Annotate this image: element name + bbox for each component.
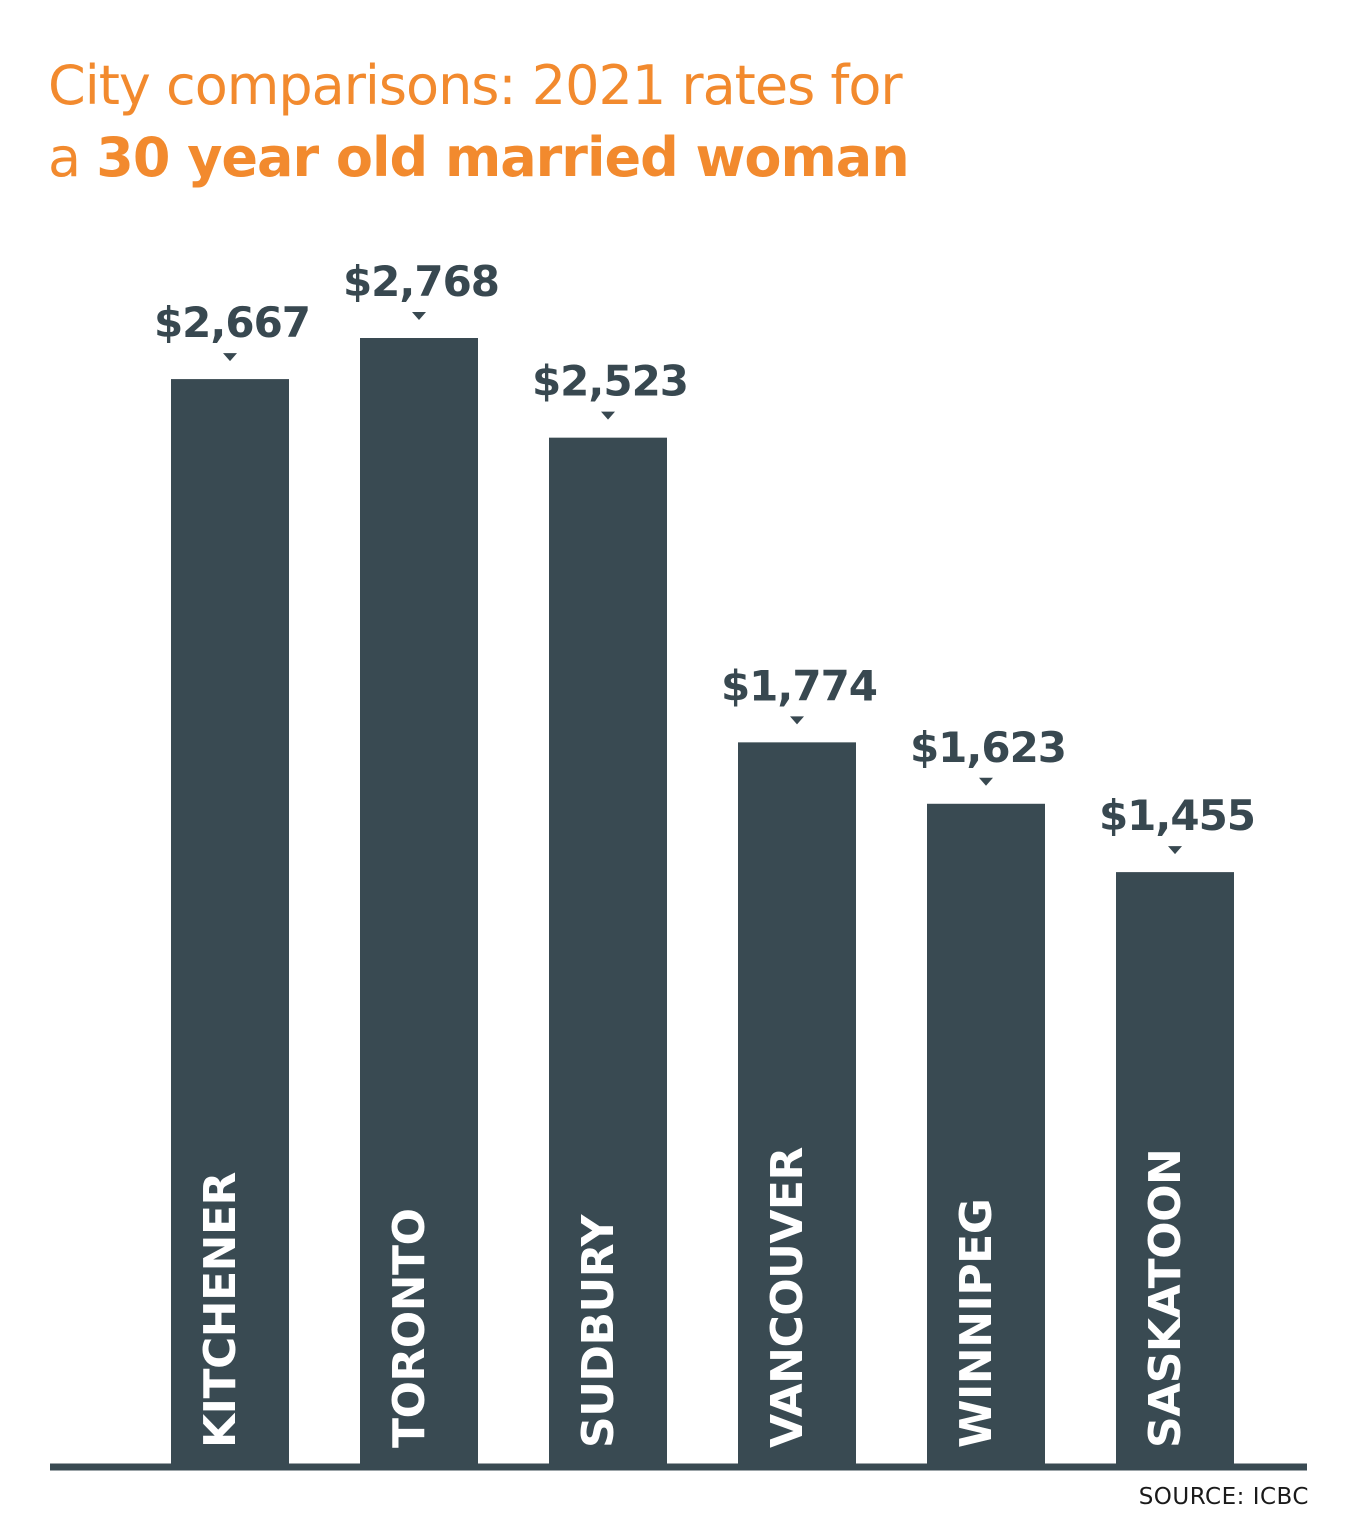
value-label-toronto: $2,768 [343, 257, 499, 306]
source-note: SOURCE: ICBC [1138, 1484, 1309, 1510]
category-label-winnipeg: WINNIPEG [951, 1199, 1002, 1448]
category-label-saskatoon: SASKATOON [1140, 1149, 1191, 1448]
category-label-vancouver: VANCOUVER [762, 1147, 813, 1448]
value-pointer-winnipeg [979, 777, 993, 786]
bar-kitchener [171, 379, 289, 1465]
bar-sudbury [549, 437, 667, 1464]
category-label-kitchener: KITCHENER [195, 1172, 246, 1448]
bar-toronto [360, 338, 478, 1464]
value-label-kitchener: $2,667 [154, 298, 310, 347]
value-pointer-sudbury [601, 411, 615, 420]
value-label-vancouver: $1,774 [721, 661, 877, 710]
title-line-2-prefix: a [48, 126, 97, 189]
value-label-winnipeg: $1,623 [910, 723, 1066, 772]
category-label-toronto: TORONTO [384, 1209, 435, 1448]
value-pointer-saskatoon [1168, 846, 1182, 855]
value-pointer-kitchener [223, 353, 237, 362]
title-line-1: City comparisons: 2021 rates for [48, 54, 903, 117]
bar-vancouver [738, 742, 856, 1464]
value-pointer-vancouver [790, 716, 804, 725]
bar-saskatoon [1116, 872, 1234, 1464]
value-pointer-toronto [412, 312, 426, 320]
bars-group: $2,667 KITCHENER $2,768 TORONTO $2,523 SUDBUR… [154, 257, 1256, 1465]
value-label-sudbury: $2,523 [532, 357, 688, 406]
value-label-saskatoon: $1,455 [1099, 791, 1255, 840]
bar-winnipeg [927, 803, 1045, 1464]
category-label-sudbury: SUDBURY [573, 1213, 624, 1448]
chart-title: City comparisons: 2021 rates for a 30 ye… [48, 50, 1328, 194]
title-line-2-bold: 30 year old married woman [96, 126, 909, 189]
